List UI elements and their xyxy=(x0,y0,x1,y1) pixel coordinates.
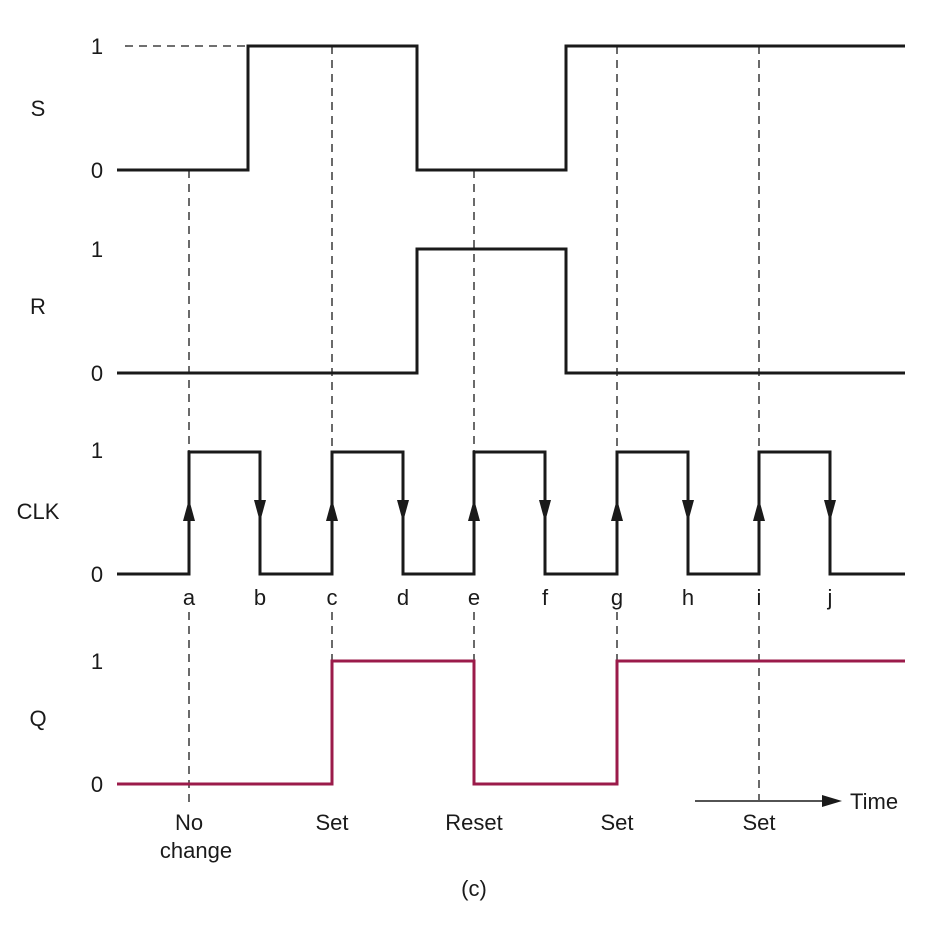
r-waveform-group: R 1 0 xyxy=(30,237,905,386)
q-level-high-label: 1 xyxy=(91,649,103,674)
q-level-low-label: 0 xyxy=(91,772,103,797)
q-waveform xyxy=(117,659,905,786)
falling-edge-arrow-f xyxy=(539,500,551,522)
edge-label-j: j xyxy=(827,585,833,610)
r-level-low-label: 0 xyxy=(91,361,103,386)
clk-waveform xyxy=(117,450,905,576)
falling-edge-arrow-b xyxy=(254,500,266,522)
falling-edge-arrow-j xyxy=(824,500,836,522)
event-label-change: change xyxy=(160,838,232,863)
clk-waveform-group: CLK 1 0 xyxy=(17,438,905,587)
edge-label-h: h xyxy=(682,585,694,610)
edge-label-i: i xyxy=(757,585,762,610)
edge-label-f: f xyxy=(542,585,549,610)
s-waveform-group: S 1 0 xyxy=(31,34,905,183)
edge-label-c: c xyxy=(327,585,338,610)
event-label-set-c: Set xyxy=(315,810,348,835)
event-label-no: No xyxy=(175,810,203,835)
event-label-reset: Reset xyxy=(445,810,502,835)
r-signal-label: R xyxy=(30,294,46,319)
figure-caption: (c) xyxy=(461,876,487,901)
time-label: Time xyxy=(850,789,898,814)
s-signal-label: S xyxy=(31,96,46,121)
s-level-high-label: 1 xyxy=(91,34,103,59)
time-axis: Time xyxy=(695,789,898,814)
rising-edge-arrow-g xyxy=(611,499,623,521)
time-arrow-icon xyxy=(822,795,842,807)
edge-label-g: g xyxy=(611,585,623,610)
rising-edge-arrow-e xyxy=(468,499,480,521)
q-waveform-group: Q 1 0 xyxy=(29,649,905,797)
s-level-low-label: 0 xyxy=(91,158,103,183)
edge-label-d: d xyxy=(397,585,409,610)
rising-edge-arrow-i xyxy=(753,499,765,521)
q-signal-label: Q xyxy=(29,706,46,731)
r-level-high-label: 1 xyxy=(91,237,103,262)
event-label-set-i: Set xyxy=(742,810,775,835)
edge-label-b: b xyxy=(254,585,266,610)
guide-lines xyxy=(125,45,760,808)
falling-edge-arrow-d xyxy=(397,500,409,522)
clk-level-low-label: 0 xyxy=(91,562,103,587)
edge-label-e: e xyxy=(468,585,480,610)
s-waveform xyxy=(117,44,905,172)
event-labels: No change Set Reset Set Set xyxy=(160,810,776,863)
clock-edge-labels: a b c d e f g h i j xyxy=(183,585,833,610)
clk-signal-label: CLK xyxy=(17,499,60,524)
falling-edge-arrow-h xyxy=(682,500,694,522)
event-label-set-g: Set xyxy=(600,810,633,835)
clk-level-high-label: 1 xyxy=(91,438,103,463)
rising-edge-arrow-c xyxy=(326,499,338,521)
rising-edge-arrow-a xyxy=(183,499,195,521)
edge-label-a: a xyxy=(183,585,196,610)
r-waveform xyxy=(117,247,905,375)
